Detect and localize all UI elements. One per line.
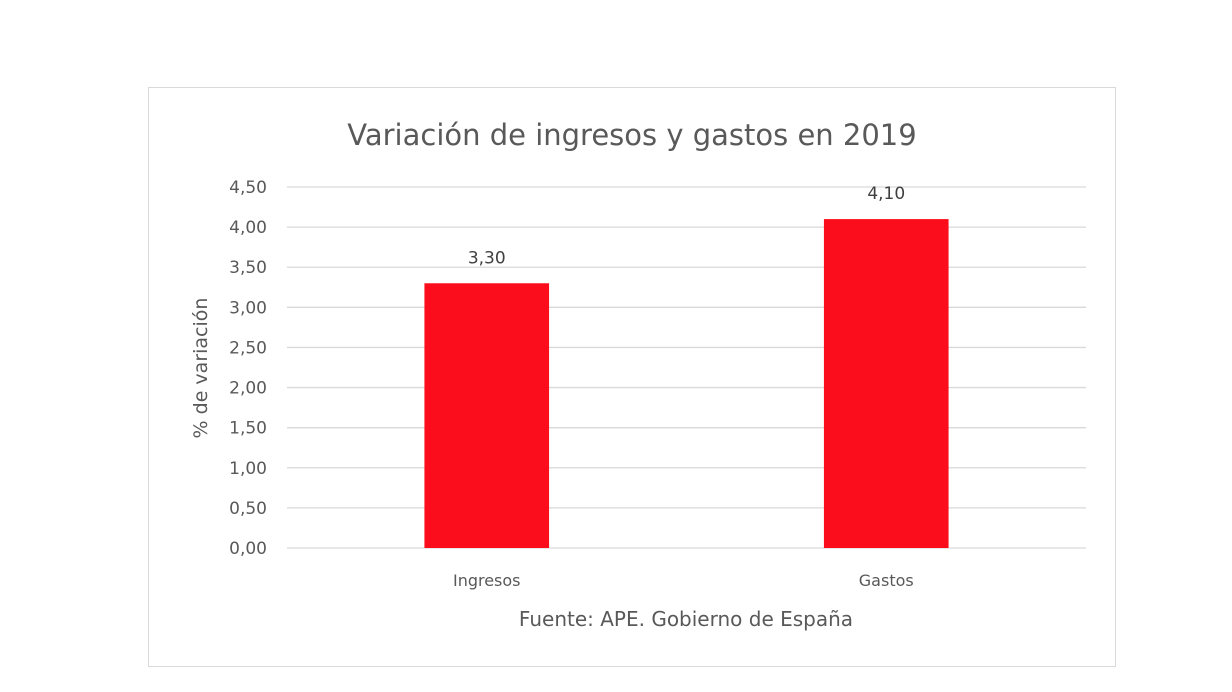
y-tick-label: 0,00	[229, 539, 267, 559]
gridlines	[287, 186, 1086, 549]
y-tick-label: 1,00	[229, 459, 267, 479]
chart-title: Variación de ingresos y gastos en 2019	[347, 118, 916, 152]
bar-ingresos	[424, 283, 550, 548]
y-tick-label: 2,00	[229, 379, 267, 399]
category-label: Gastos	[859, 571, 914, 590]
y-tick-label: 1,50	[229, 419, 267, 439]
y-tick-label: 3,50	[229, 258, 267, 278]
y-tick-label: 4,50	[229, 178, 267, 198]
bars	[424, 219, 949, 549]
category-label: Ingresos	[453, 571, 521, 590]
y-axis-ticks: 0,00 0,50 1,00 1,50 2,00 2,50 3,00 3,50 4,00 4,50	[229, 178, 267, 559]
bar-gastos	[823, 219, 949, 549]
y-tick-label: 2,50	[229, 338, 267, 358]
chart-frame: Variación de ingresos y gastos en 2019 0…	[148, 87, 1116, 667]
y-tick-label: 0,50	[229, 499, 267, 519]
category-labels: Ingresos Gastos	[453, 571, 914, 590]
y-tick-label: 3,00	[229, 298, 267, 318]
y-tick-label: 4,00	[229, 218, 267, 238]
chart-svg: Variación de ingresos y gastos en 2019 0…	[190, 118, 1086, 631]
data-label: 3,30	[468, 248, 506, 268]
source-note: Fuente: APE. Gobierno de España	[519, 607, 853, 631]
data-labels: 3,30 4,10	[468, 184, 905, 268]
data-label: 4,10	[867, 184, 905, 204]
y-axis-label: % de variación	[190, 298, 212, 439]
